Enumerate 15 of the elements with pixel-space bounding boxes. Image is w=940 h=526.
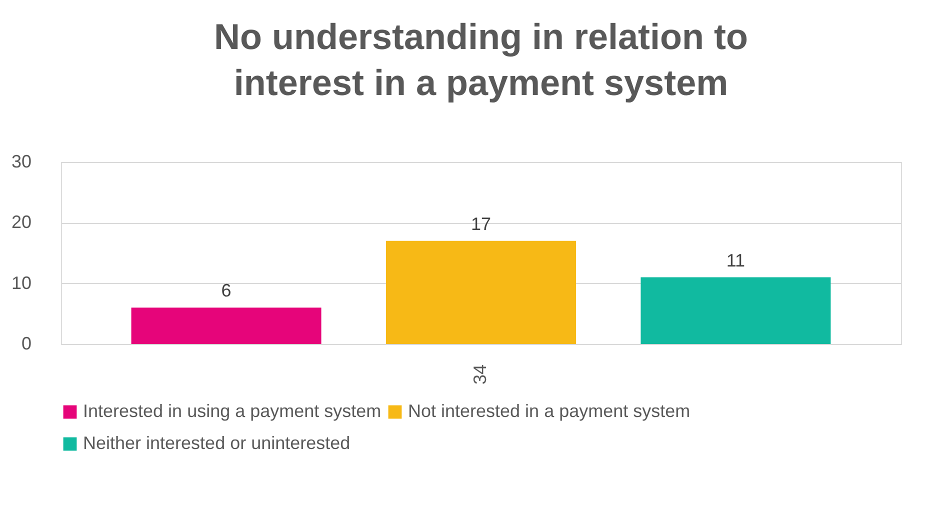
- y-tick-label: 20: [11, 212, 32, 232]
- bar: [131, 308, 322, 344]
- data-label: 6: [221, 280, 232, 301]
- data-label: 17: [470, 214, 492, 234]
- x-tick-label: 34: [470, 364, 490, 385]
- y-tick-label: 0: [21, 334, 32, 354]
- legend-label: Interested in using a payment system: [83, 401, 382, 421]
- data-label: 11: [726, 250, 746, 270]
- chart-title: No understanding in relation to interest in a payment system: [214, 16, 748, 103]
- bar: [640, 277, 831, 344]
- y-tick-label: 10: [11, 272, 32, 293]
- y-tick-label: 30: [11, 152, 32, 172]
- legend-label: Neither interested or uninterested: [83, 433, 350, 453]
- legend-label: Not interested in a payment system: [408, 401, 690, 421]
- bar: [386, 240, 576, 344]
